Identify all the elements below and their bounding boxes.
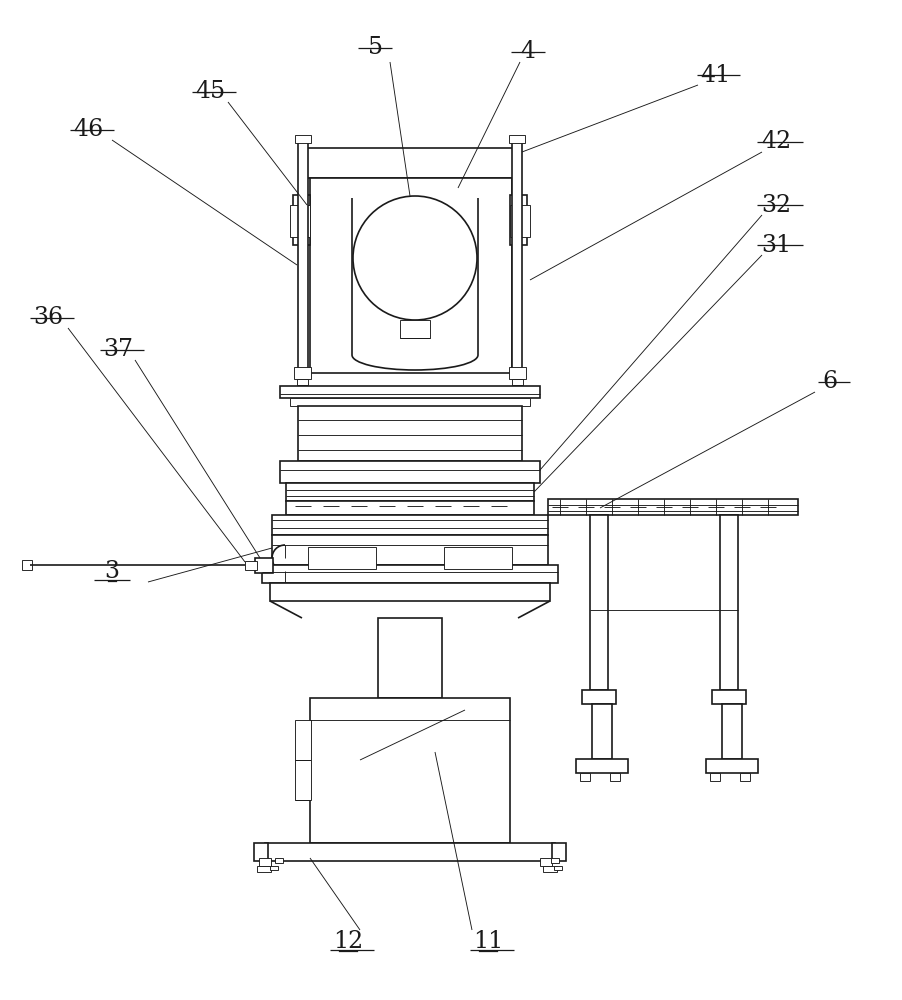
- Bar: [444, 547, 512, 569]
- Bar: [722, 704, 742, 759]
- Text: 36: 36: [33, 306, 63, 330]
- Text: 11: 11: [473, 930, 503, 954]
- Bar: [295, 720, 311, 760]
- Bar: [710, 773, 720, 781]
- Text: 45: 45: [195, 81, 226, 104]
- Bar: [272, 535, 548, 565]
- Bar: [280, 461, 540, 483]
- Bar: [712, 690, 746, 704]
- Text: 12: 12: [333, 930, 364, 954]
- Bar: [576, 759, 628, 773]
- Bar: [297, 379, 308, 385]
- Bar: [270, 866, 278, 870]
- Bar: [262, 565, 558, 583]
- Bar: [302, 148, 520, 178]
- Bar: [509, 135, 525, 143]
- Bar: [270, 583, 550, 601]
- Bar: [22, 560, 32, 570]
- Bar: [510, 205, 530, 237]
- Bar: [298, 406, 522, 461]
- Bar: [551, 858, 559, 863]
- Bar: [548, 499, 798, 515]
- Bar: [509, 367, 526, 379]
- Bar: [590, 515, 608, 690]
- Text: 6: 6: [823, 370, 838, 393]
- Bar: [510, 195, 527, 245]
- Bar: [272, 515, 548, 535]
- Bar: [295, 135, 311, 143]
- Bar: [552, 843, 566, 861]
- Bar: [286, 501, 534, 515]
- Bar: [265, 843, 555, 861]
- Bar: [254, 843, 268, 861]
- Text: 37: 37: [103, 338, 133, 361]
- Bar: [280, 386, 540, 398]
- Text: 41: 41: [700, 64, 730, 87]
- Bar: [245, 561, 257, 570]
- Bar: [740, 773, 750, 781]
- Text: 42: 42: [761, 130, 791, 153]
- Bar: [295, 760, 311, 800]
- Bar: [310, 178, 512, 373]
- Bar: [259, 858, 271, 866]
- Text: 3: 3: [105, 560, 119, 584]
- Circle shape: [353, 196, 477, 320]
- Bar: [706, 759, 758, 773]
- Bar: [720, 515, 738, 690]
- Text: 5: 5: [367, 36, 382, 60]
- Text: 4: 4: [520, 40, 536, 64]
- Bar: [512, 379, 523, 385]
- Bar: [294, 367, 311, 379]
- Bar: [543, 866, 557, 872]
- Bar: [286, 483, 534, 501]
- Bar: [293, 195, 310, 245]
- Text: 31: 31: [761, 233, 791, 256]
- Bar: [610, 773, 620, 781]
- Bar: [275, 858, 283, 863]
- Bar: [255, 558, 273, 573]
- Bar: [298, 140, 308, 370]
- Bar: [310, 698, 510, 843]
- Bar: [582, 690, 616, 704]
- Bar: [290, 205, 310, 237]
- Bar: [592, 704, 612, 759]
- Bar: [378, 618, 442, 698]
- Text: 46: 46: [73, 118, 103, 141]
- Bar: [540, 858, 552, 866]
- Bar: [512, 140, 522, 370]
- Text: 32: 32: [761, 194, 791, 217]
- Bar: [290, 398, 530, 406]
- Bar: [308, 547, 376, 569]
- Bar: [554, 866, 562, 870]
- Bar: [580, 773, 590, 781]
- Bar: [257, 866, 271, 872]
- Bar: [400, 320, 430, 338]
